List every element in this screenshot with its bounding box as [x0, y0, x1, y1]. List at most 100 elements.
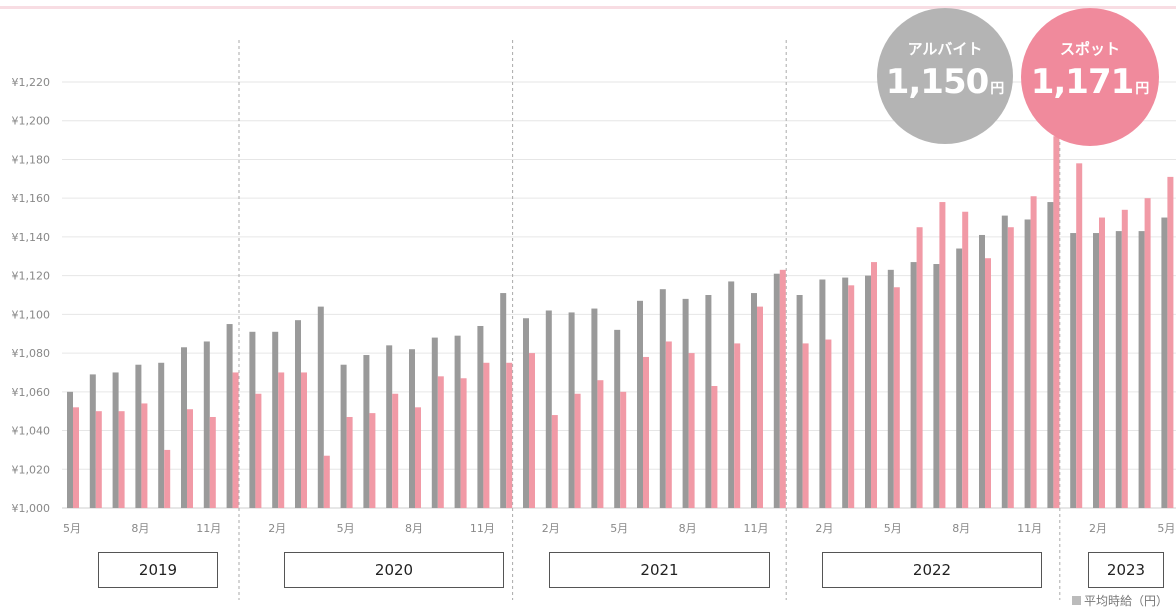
x-tick-label: 2月 — [815, 522, 833, 535]
bar-spot — [711, 386, 718, 508]
bar-spot — [232, 372, 239, 508]
year-label-2023: 2023 — [1088, 552, 1164, 588]
bar-spot — [529, 353, 535, 508]
bar-arubaito — [1024, 219, 1031, 508]
bar-arubaito — [67, 391, 73, 508]
bar-arubaito — [773, 273, 780, 508]
bar-spot — [141, 403, 148, 508]
x-tick-label: 2月 — [1089, 522, 1107, 535]
bar-spot — [1167, 176, 1174, 508]
y-tick-label: ¥1,200 — [12, 115, 51, 128]
bar-spot — [392, 393, 399, 508]
bar-arubaito — [203, 341, 210, 508]
bar-spot — [620, 391, 627, 508]
x-tick-label: 11月 — [196, 522, 221, 535]
bar-spot — [779, 269, 786, 508]
bar-spot — [187, 409, 193, 508]
bar-spot — [369, 413, 376, 508]
x-tick-label: 11月 — [470, 522, 495, 535]
bar-arubaito — [272, 331, 279, 508]
x-tick-label: 11月 — [744, 522, 769, 535]
x-tick-label: 8月 — [952, 522, 970, 535]
bar-spot — [825, 339, 832, 508]
bar-arubaito — [842, 277, 849, 508]
year-label-2020: 2020 — [284, 552, 504, 588]
bar-spot — [551, 415, 558, 508]
bar-arubaito — [454, 335, 461, 508]
bar-spot — [757, 306, 763, 508]
legend-label: 平均時給（円） — [1084, 594, 1169, 608]
bar-spot — [483, 362, 490, 508]
bar-spot — [1144, 198, 1151, 508]
bar-spot — [323, 455, 330, 508]
bar-arubaito — [523, 318, 529, 508]
bar-arubaito — [409, 349, 415, 508]
bar-arubaito — [112, 372, 119, 508]
bar-spot — [643, 356, 649, 508]
bar-spot — [665, 341, 672, 508]
bar-arubaito — [796, 295, 803, 508]
year-label-2022: 2022 — [822, 552, 1042, 588]
bar-spot — [437, 376, 444, 508]
bar-arubaito — [89, 374, 96, 508]
bar-spot — [574, 393, 581, 508]
x-tick-label: 8月 — [679, 522, 697, 535]
spot-badge-value: 1,171 — [1030, 62, 1135, 102]
bar-spot — [346, 416, 353, 508]
bar-spot — [688, 353, 695, 508]
bar-arubaito — [1138, 231, 1145, 508]
bar-arubaito — [226, 324, 233, 508]
bar-spot — [985, 258, 991, 508]
bar-arubaito — [135, 364, 142, 508]
bar-arubaito — [181, 347, 187, 508]
bar-arubaito — [819, 279, 826, 508]
bar-arubaito — [1161, 217, 1168, 508]
bar-spot — [893, 287, 900, 508]
y-tick-label: ¥1,120 — [12, 270, 51, 283]
bar-spot — [95, 411, 102, 508]
bar-arubaito — [705, 295, 712, 508]
y-tick-label: ¥1,020 — [12, 463, 51, 476]
bar-arubaito — [910, 262, 917, 508]
bar-spot — [415, 407, 421, 508]
arubaito-badge-unit: 円 — [990, 81, 1005, 97]
x-tick-label: 8月 — [405, 522, 423, 535]
bar-spot — [73, 407, 79, 508]
spot-badge: スポット 1,171 円 — [1021, 8, 1159, 146]
bar-spot — [209, 416, 216, 508]
bar-arubaito — [386, 345, 393, 508]
bar-arubaito — [158, 362, 165, 508]
y-tick-label: ¥1,100 — [12, 308, 51, 321]
bar-arubaito — [363, 355, 370, 508]
bar-arubaito — [1001, 215, 1008, 509]
bar-arubaito — [340, 364, 347, 508]
bar-spot — [460, 378, 467, 508]
x-tick-label: 5月 — [884, 522, 902, 535]
x-tick-label: 5月 — [337, 522, 355, 535]
bar-arubaito — [887, 269, 894, 508]
y-tick-label: ¥1,220 — [12, 76, 51, 89]
bar-arubaito — [1047, 202, 1054, 508]
bar-spot — [278, 372, 285, 508]
bar-arubaito — [249, 331, 256, 508]
bar-spot — [164, 449, 171, 508]
bar-spot — [802, 343, 809, 508]
legend-swatch — [1072, 596, 1081, 605]
x-tick-label: 5月 — [63, 522, 81, 535]
y-tick-label: ¥1,140 — [12, 231, 51, 244]
arubaito-badge-value: 1,150 — [885, 62, 990, 102]
x-tick-label: 2月 — [268, 522, 286, 535]
bar-arubaito — [637, 300, 643, 508]
bar-arubaito — [751, 293, 757, 508]
bar-arubaito — [295, 320, 301, 508]
bar-arubaito — [614, 329, 621, 508]
y-tick-label: ¥1,060 — [12, 386, 51, 399]
bar-arubaito — [591, 308, 598, 508]
year-label-2021: 2021 — [549, 552, 770, 588]
year-label-2019: 2019 — [98, 552, 218, 588]
spot-badge-value-wrap: 1,171 円 — [1021, 63, 1159, 108]
bar-arubaito — [1115, 231, 1122, 508]
bar-spot — [1030, 196, 1037, 508]
bar-spot — [871, 262, 877, 508]
bar-spot — [597, 380, 604, 508]
